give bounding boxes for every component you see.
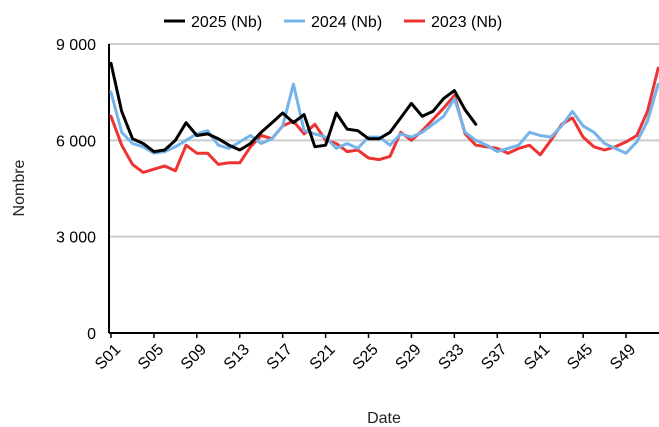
y-tick-label: 0 xyxy=(87,326,96,343)
x-axis-title: Date xyxy=(367,410,401,427)
y-tick-label: 3 000 xyxy=(56,230,96,247)
series-line xyxy=(109,61,478,154)
x-tick-label: S01 xyxy=(92,341,124,373)
series-line xyxy=(109,82,659,155)
legend-label: 2025 (Nb) xyxy=(191,14,262,31)
x-tick-label: S17 xyxy=(264,341,296,373)
axes xyxy=(108,44,659,334)
x-tick-label: S05 xyxy=(135,341,167,373)
x-tick-label: S29 xyxy=(392,341,424,373)
x-tick-label: S13 xyxy=(221,341,253,373)
x-tick-label: S25 xyxy=(350,341,382,373)
legend-label: 2023 (Nb) xyxy=(431,14,502,31)
y-tick-label: 6 000 xyxy=(56,133,96,150)
x-tick-label: S21 xyxy=(307,341,339,373)
y-axis-title: Nombre xyxy=(11,159,28,216)
x-tick-label: S49 xyxy=(607,341,639,373)
x-tick-label: S41 xyxy=(521,341,553,373)
x-tick-label: S37 xyxy=(478,341,510,373)
series-line xyxy=(109,66,659,174)
y-tick-label: 9 000 xyxy=(56,37,96,54)
legend-label: 2024 (Nb) xyxy=(311,14,382,31)
series-layer xyxy=(109,61,659,174)
x-tick-label: S33 xyxy=(435,341,467,373)
legend: 2025 (Nb) 2024 (Nb) 2023 (Nb) xyxy=(164,14,502,31)
x-tick-labels: S01 S05 S09 S13 S17 S21 S25 S29 S33 S37 S41 S45 S49 xyxy=(92,333,639,373)
x-tick-label: S09 xyxy=(178,341,210,373)
x-tick-label: S45 xyxy=(564,341,596,373)
y-tick-labels: 0 3 000 6 000 9 000 xyxy=(56,37,96,343)
